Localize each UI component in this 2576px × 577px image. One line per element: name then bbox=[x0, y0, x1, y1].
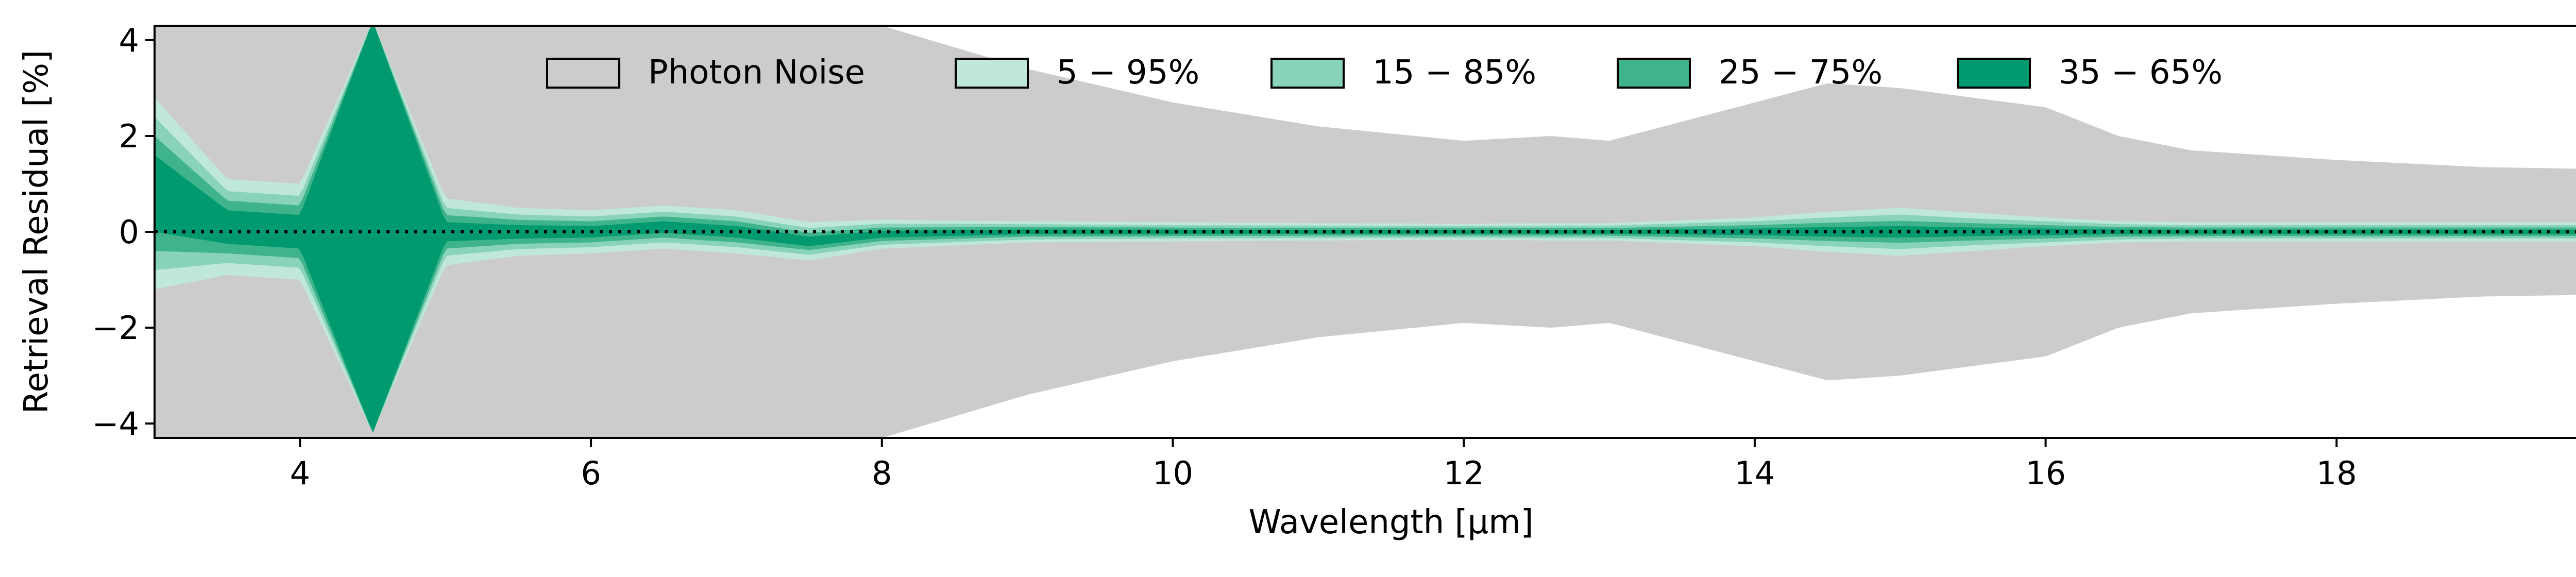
x-axis-ticks: 4 6 8 10 12 14 16 18 bbox=[290, 438, 2357, 492]
y-axis-label: Retrieval Residual [%] bbox=[18, 50, 56, 414]
legend-swatch bbox=[955, 58, 1029, 89]
legend-label: 15 − 85% bbox=[1372, 54, 1536, 92]
band-35-65 bbox=[155, 26, 2576, 433]
legend-label: 25 − 75% bbox=[1719, 54, 1883, 92]
y-tick-label: 4 bbox=[119, 22, 139, 59]
legend: Photon Noise 5 − 95% 15 − 85% 25 − 75% 35 − … bbox=[546, 54, 2223, 92]
plot-area bbox=[155, 26, 2576, 438]
x-tick-label: 16 bbox=[2025, 454, 2066, 492]
x-axis-label: Wavelength [μm] bbox=[1249, 503, 1534, 541]
legend-label: 5 − 95% bbox=[1057, 54, 1199, 92]
x-tick-label: 18 bbox=[2316, 454, 2357, 492]
legend-swatch bbox=[546, 58, 620, 89]
y-tick-label: −4 bbox=[92, 405, 139, 443]
y-tick-label: 0 bbox=[119, 213, 139, 251]
y-axis-ticks: −4 −2 0 2 4 bbox=[92, 22, 155, 443]
legend-label: 35 − 65% bbox=[2059, 54, 2223, 92]
legend-swatch bbox=[1617, 58, 1691, 89]
x-tick-label: 8 bbox=[872, 454, 892, 492]
x-tick-label: 14 bbox=[1734, 454, 1775, 492]
x-tick-label: 6 bbox=[581, 454, 601, 492]
x-tick-label: 4 bbox=[290, 454, 310, 492]
y-tick-label: −2 bbox=[92, 309, 139, 347]
band-25-75 bbox=[155, 26, 2576, 433]
legend-swatch bbox=[1957, 58, 2031, 89]
legend-swatch bbox=[1270, 58, 1345, 89]
bands-layer bbox=[155, 26, 2576, 438]
y-tick-label: 2 bbox=[119, 117, 139, 155]
x-tick-label: 12 bbox=[1444, 454, 1484, 492]
x-tick-label: 10 bbox=[1153, 454, 1193, 492]
legend-label: Photon Noise bbox=[648, 54, 865, 92]
